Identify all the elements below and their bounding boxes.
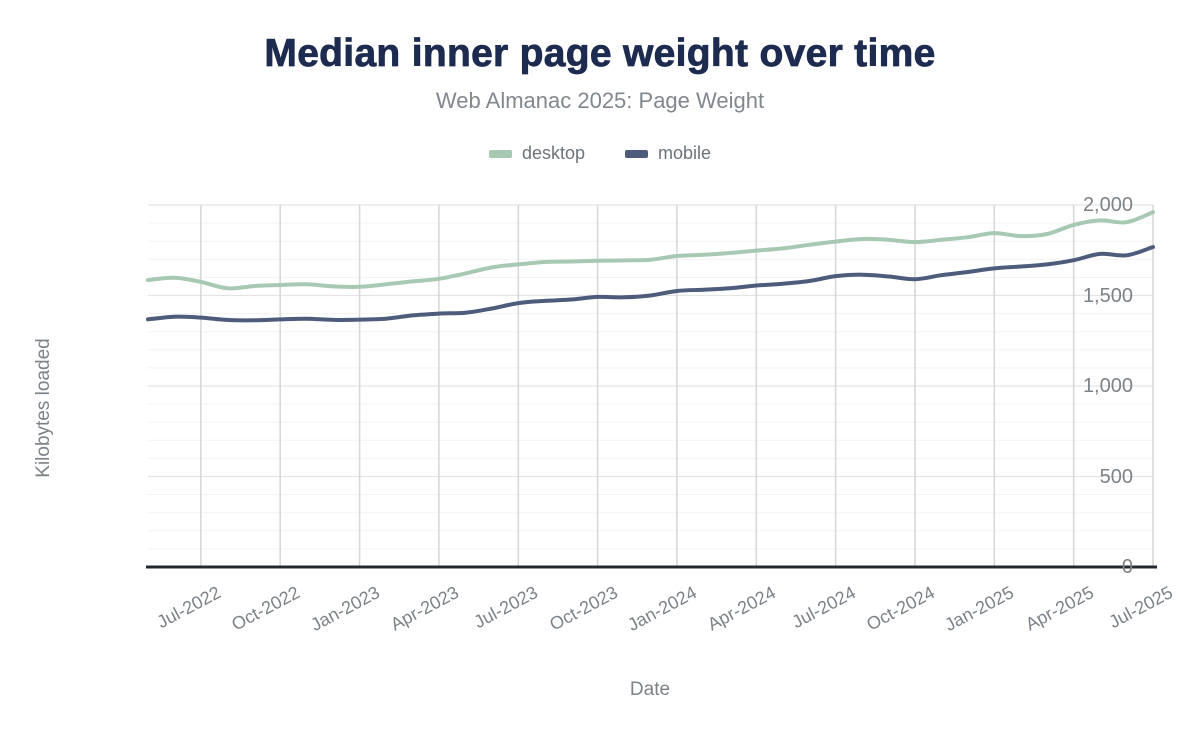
mobile-line [146, 245, 1155, 323]
y-tick-label: 2,000 [1082, 194, 1133, 216]
legend-item-desktop: desktop [488, 143, 585, 164]
legend-label-mobile: mobile [658, 143, 712, 163]
x-axis-title: Date [629, 679, 671, 700]
chart-subtitle: Web Almanac 2025: Page Weight [435, 88, 765, 113]
chart-title: Median inner page weight over time [264, 32, 936, 76]
legend-label-desktop: desktop [521, 143, 585, 163]
y-tick-label: 1,500 [1082, 284, 1133, 307]
legend: desktop mobile [0, 143, 1200, 164]
desktop-swatch-icon [488, 149, 512, 158]
legend-item-mobile: mobile [625, 143, 711, 164]
mobile-swatch-icon [625, 149, 648, 158]
y-tick-label: 500 [1099, 465, 1133, 488]
y-tick-label: 1,000 [1082, 375, 1133, 397]
desktop-line [146, 210, 1155, 291]
y-tick-label: 0 [1121, 556, 1133, 578]
